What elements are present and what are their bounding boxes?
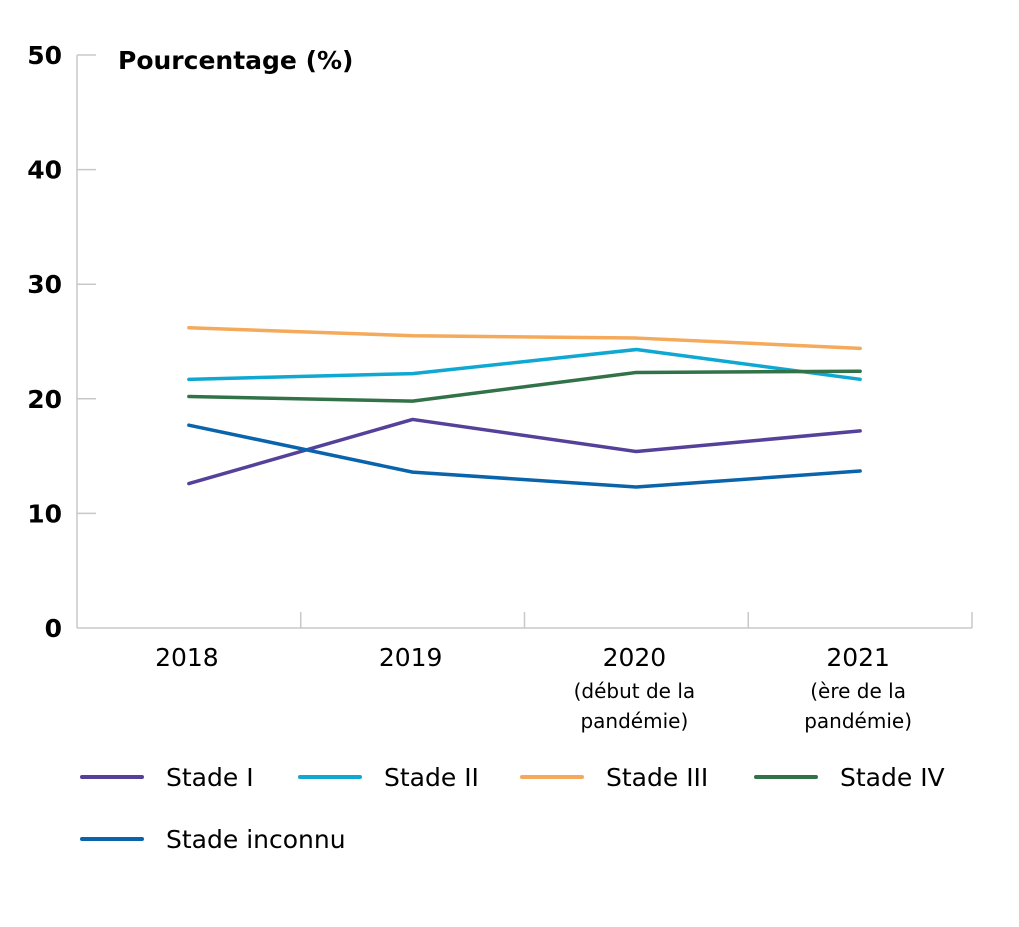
x-tick-label: 2020 bbox=[603, 643, 667, 672]
x-tick-sublabel: pandémie) bbox=[580, 709, 688, 733]
legend-label-stade-inconnu: Stade inconnu bbox=[166, 825, 346, 854]
y-tick-label: 10 bbox=[27, 499, 62, 528]
legend-label-stade-iii: Stade III bbox=[606, 763, 708, 792]
series-line-stade-iii bbox=[187, 325, 862, 351]
axes bbox=[76, 55, 972, 629]
series-line-stade-inconnu bbox=[187, 423, 862, 489]
x-tick-label: 2018 bbox=[155, 643, 219, 672]
y-tick-label: 40 bbox=[27, 156, 62, 185]
x-tick-sublabel: pandémie) bbox=[804, 709, 912, 733]
y-tick-label: 20 bbox=[27, 385, 62, 414]
y-axis-title: Pourcentage (%) bbox=[118, 46, 353, 75]
series-lines bbox=[187, 325, 862, 489]
series-line-stade-iv bbox=[187, 369, 862, 403]
legend-label-stade-i: Stade I bbox=[166, 763, 254, 792]
x-tick-label: 2021 bbox=[826, 643, 890, 672]
x-axis-ticks bbox=[300, 612, 973, 628]
y-tick-label: 30 bbox=[27, 270, 62, 299]
legend-label-stade-ii: Stade II bbox=[384, 763, 479, 792]
x-tick-sublabel: (ère de la bbox=[810, 679, 906, 703]
series-line-stade-ii bbox=[187, 347, 862, 382]
y-axis-ticks: 0 10 20 30 40 50 bbox=[27, 41, 96, 643]
x-tick-sublabel: (début de la bbox=[574, 679, 696, 703]
y-tick-label: 50 bbox=[27, 41, 62, 70]
legend-label-stade-iv: Stade IV bbox=[840, 763, 945, 792]
x-tick-label: 2019 bbox=[379, 643, 443, 672]
y-tick-label: 0 bbox=[45, 614, 62, 643]
series-line-stade-i bbox=[187, 417, 862, 486]
x-axis-labels: 2018 2019 2020 (début de la pandémie) 2021 (èr… bbox=[155, 643, 912, 733]
legend: Stade I Stade II Stade III Stade IV Stade in… bbox=[80, 763, 945, 854]
